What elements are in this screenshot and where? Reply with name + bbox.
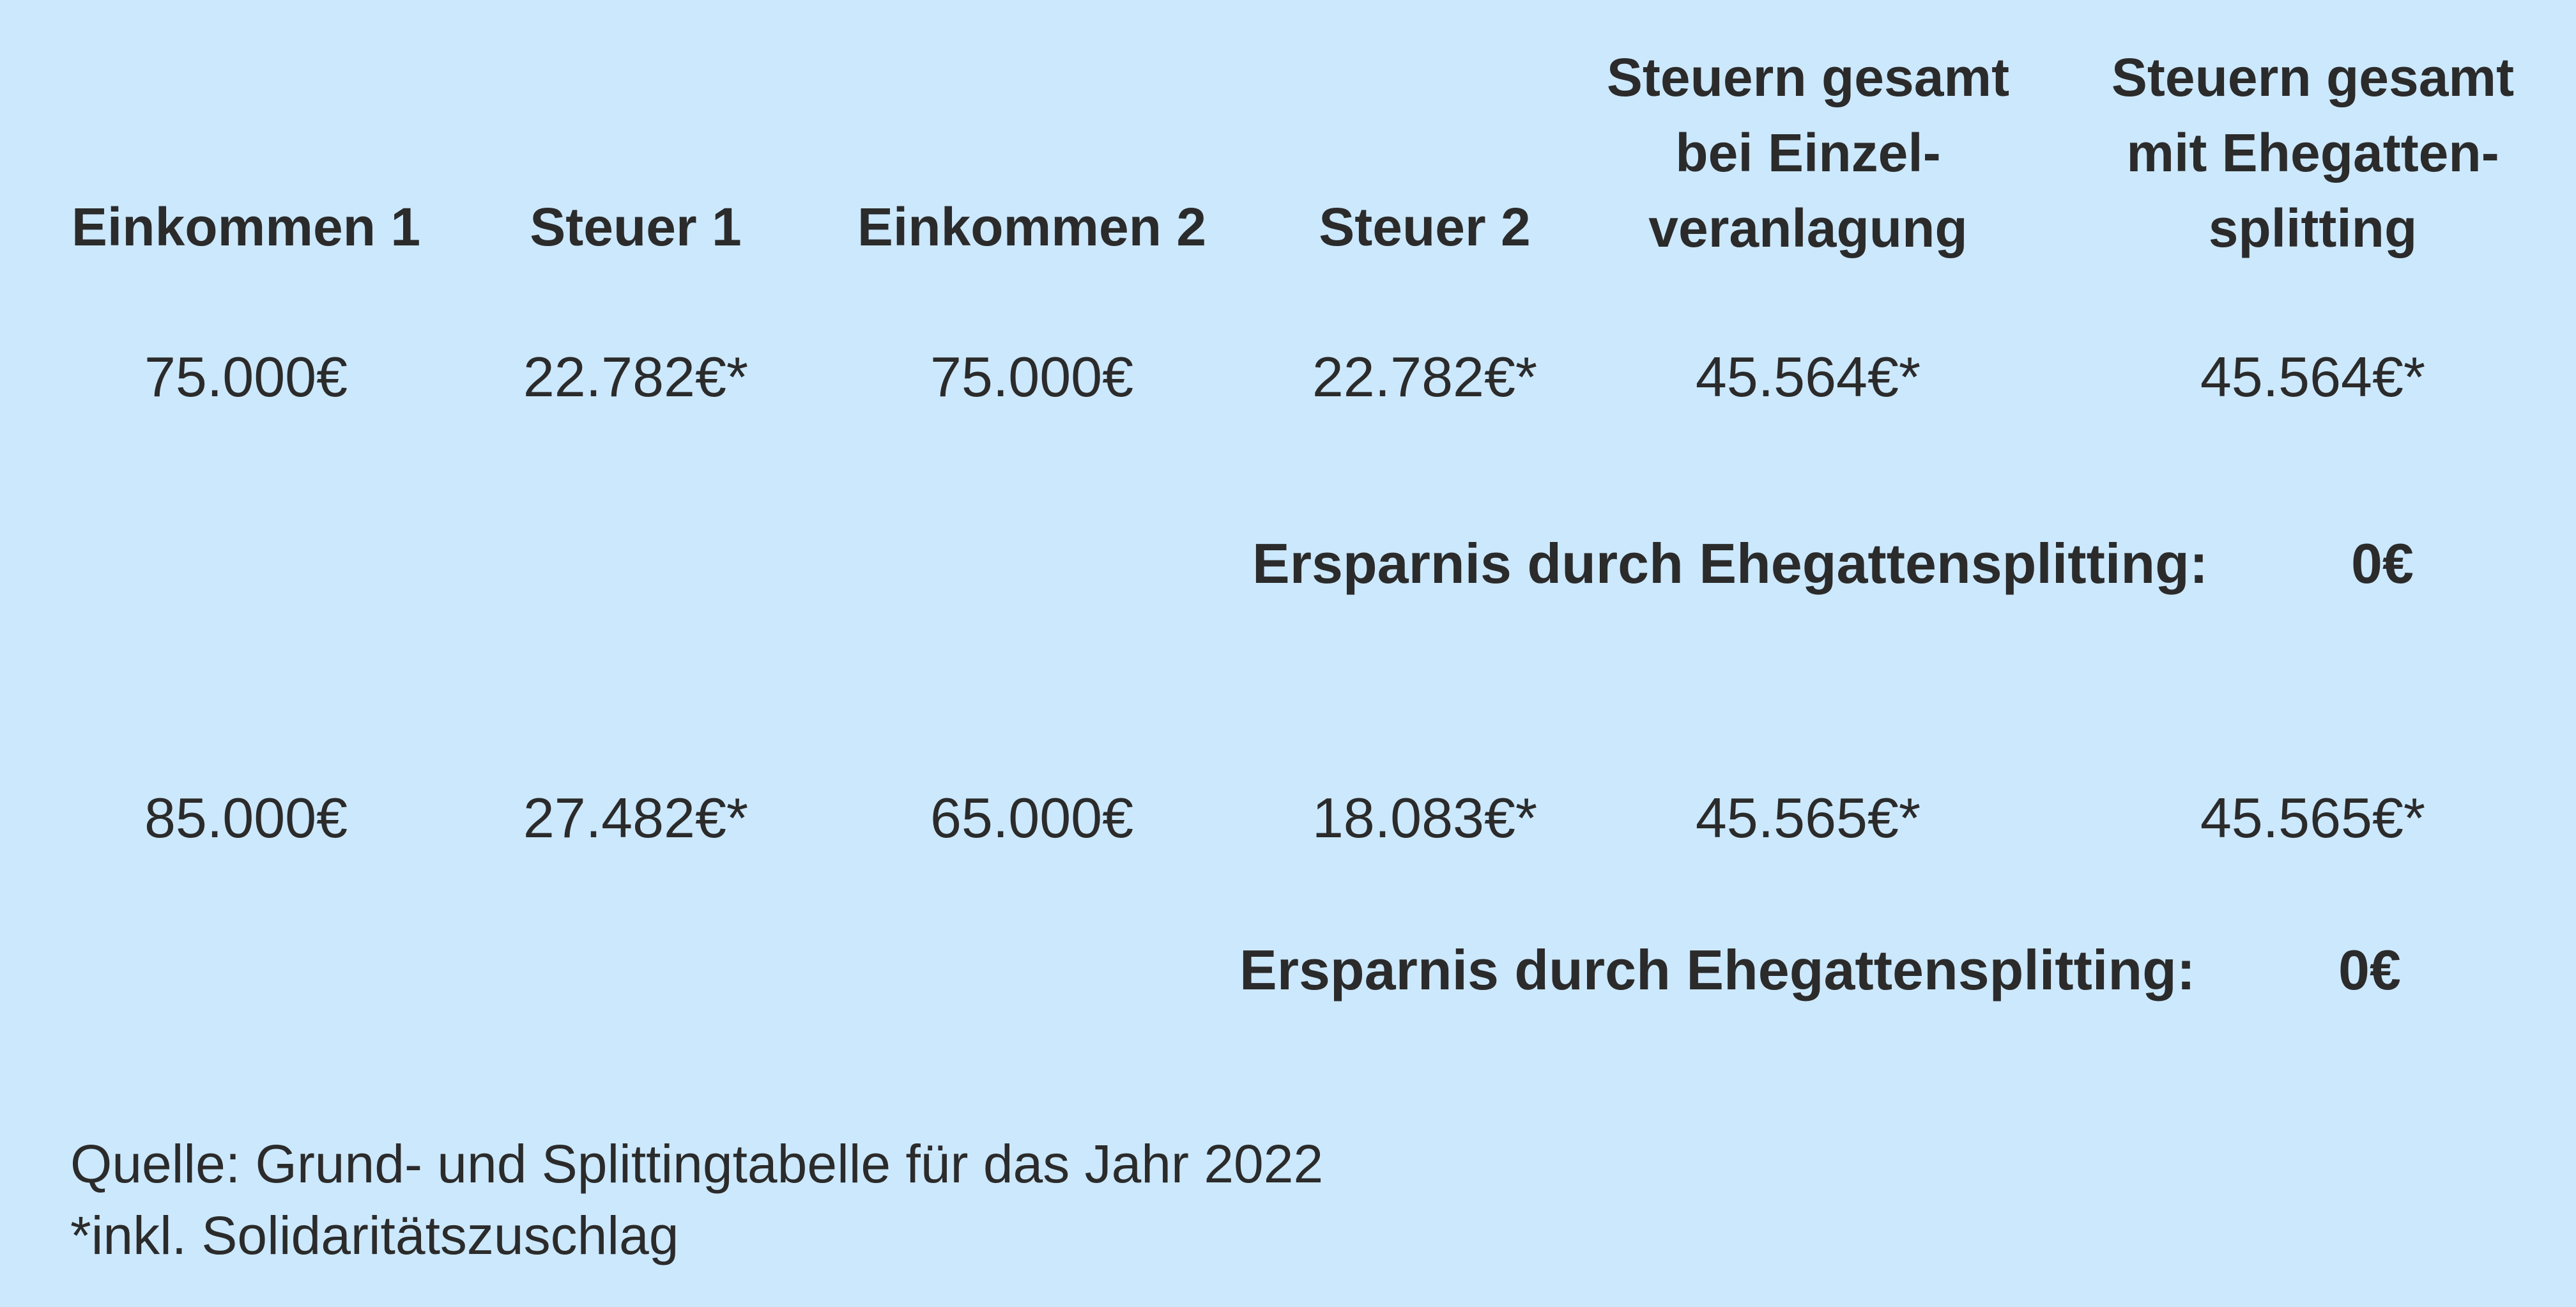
header-einkommen-1: Einkommen 1 — [71, 197, 421, 257]
table-cell: 45.564€* — [2200, 345, 2426, 408]
header-steuern-gesamt-ehegattensplitting: Steuern gesamt mit Ehegatten- splitting — [2051, 40, 2575, 266]
header-line: Steuern gesamt — [1606, 47, 2010, 107]
table-cell: 22.782€* — [523, 345, 749, 408]
table-cell: 75.000€ — [144, 345, 348, 408]
header-steuern-gesamt-einzelveranlagung: Steuern gesamt bei Einzel- veranlagung — [1546, 40, 2070, 266]
table-cell: 65.000€ — [930, 786, 1134, 849]
savings-value: 0€ — [2338, 938, 2401, 1002]
table-cell: 85.000€ — [144, 786, 348, 849]
savings-label: Ersparnis durch Ehegattensplitting: — [1252, 532, 2209, 595]
header-line: Steuern gesamt — [2111, 47, 2515, 107]
table-cell: 75.000€ — [930, 345, 1134, 408]
table-cell: 18.083€* — [1312, 786, 1538, 849]
savings-value: 0€ — [2351, 532, 2414, 595]
header-steuer-2: Steuer 2 — [1319, 197, 1531, 257]
savings-label: Ersparnis durch Ehegattensplitting: — [1239, 938, 2196, 1002]
header-steuer-1: Steuer 1 — [530, 197, 742, 257]
header-line: veranlagung — [1648, 198, 1968, 258]
source-note: Quelle: Grund- und Splittingtabelle für … — [70, 1134, 1324, 1194]
table-cell: 45.565€* — [2200, 786, 2426, 849]
header-einkommen-2: Einkommen 2 — [857, 197, 1207, 257]
header-line: splitting — [2208, 198, 2418, 258]
footnote: *inkl. Solidaritätszuschlag — [70, 1205, 679, 1265]
header-line: mit Ehegatten- — [2126, 123, 2499, 183]
table-cell: 45.564€* — [1695, 345, 1921, 408]
header-line: bei Einzel- — [1675, 123, 1941, 183]
table-cell: 27.482€* — [523, 786, 749, 849]
table-cell: 22.782€* — [1312, 345, 1538, 408]
table-cell: 45.565€* — [1695, 786, 1921, 849]
